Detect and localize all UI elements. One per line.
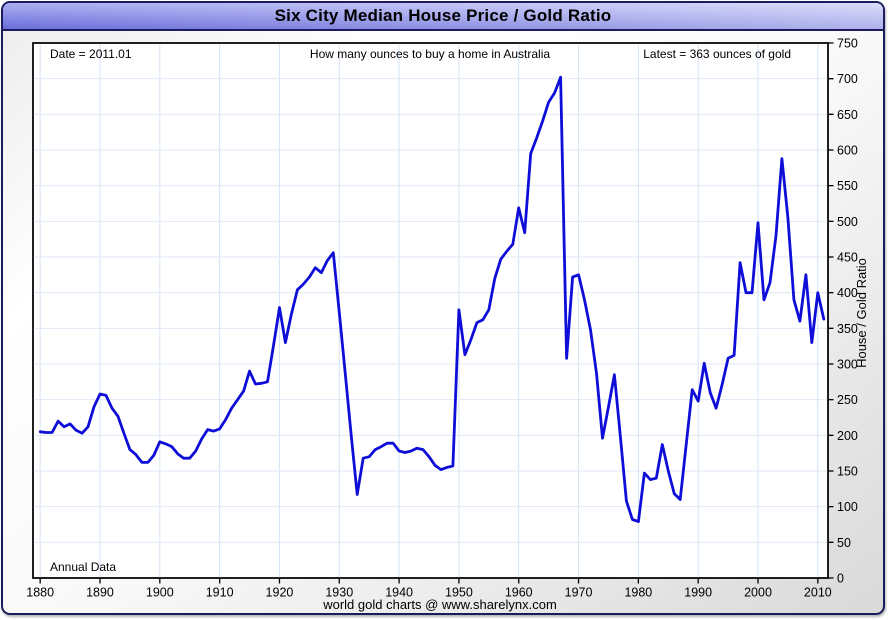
gridlines — [33, 43, 828, 578]
x-tick-label: 1910 — [206, 586, 234, 600]
y-tick-label: 400 — [837, 286, 858, 300]
y-tick-label: 0 — [837, 572, 844, 586]
annotation-frequency: Annual Data — [50, 560, 116, 574]
plot-border — [32, 42, 829, 579]
plot-area — [32, 42, 829, 579]
y-tick-label: 300 — [837, 358, 858, 372]
y-tick-label: 150 — [837, 465, 858, 479]
axis-ticks — [39, 42, 834, 584]
x-tick-label: 1980 — [624, 586, 652, 600]
x-tick-label: 1960 — [505, 586, 533, 600]
x-tick-label: 2010 — [804, 586, 832, 600]
ratio-line-series — [38, 75, 826, 524]
x-tick-label: 1970 — [565, 586, 593, 600]
x-tick-label: 1900 — [146, 586, 174, 600]
chart-footer: world gold charts @ www.sharelynx.com — [322, 597, 557, 612]
y-tick-label: 550 — [837, 179, 858, 193]
y-tick-label: 200 — [837, 429, 858, 443]
annotation-date: Date = 2011.01 — [50, 47, 132, 61]
x-tick-label: 1950 — [445, 586, 473, 600]
annotation-latest: Latest = 363 ounces of gold — [643, 47, 791, 61]
y-tick-label: 100 — [837, 500, 858, 514]
y-tick-label: 600 — [837, 144, 858, 158]
x-tick-label: 1890 — [86, 586, 114, 600]
x-tick-label: 1880 — [26, 586, 54, 600]
y-tick-label: 750 — [837, 37, 858, 51]
x-tick-label: 1920 — [266, 586, 294, 600]
x-tick-label: 1940 — [385, 586, 413, 600]
y-tick-label: 650 — [837, 108, 858, 122]
y-tick-label: 450 — [837, 251, 858, 265]
y-tick-label: 50 — [837, 536, 851, 550]
x-tick-label: 1930 — [325, 586, 353, 600]
y-axis-title: House / Gold Ratio — [854, 258, 869, 368]
annotation-subtitle: How many ounces to buy a home in Austral… — [310, 47, 550, 61]
axis-tick-labels: 1880 1890 1900 1910 1920 1930 1940 1950 1960 1970… — [26, 37, 858, 600]
window-title: Six City Median House Price / Gold Ratio — [274, 6, 612, 25]
x-tick-label: 2000 — [744, 586, 772, 600]
x-tick-label: 1990 — [684, 586, 712, 600]
window-title-bar: Six City Median House Price / Gold Ratio — [3, 3, 883, 31]
y-tick-label: 500 — [837, 215, 858, 229]
y-tick-label: 350 — [837, 322, 858, 336]
y-tick-label: 250 — [837, 393, 858, 407]
chart-canvas: 1880 1890 1900 1910 1920 1930 1940 1950 1960 1970… — [26, 37, 869, 613]
y-tick-label: 700 — [837, 72, 858, 86]
